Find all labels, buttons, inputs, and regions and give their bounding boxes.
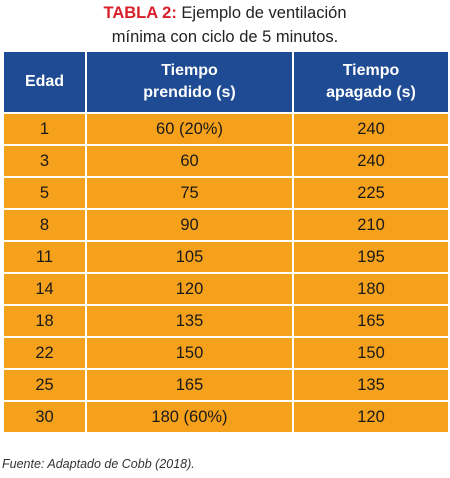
table-cell: 8 [2, 208, 87, 242]
table-cell: 25 [2, 368, 87, 402]
header-text: Tiempo [161, 62, 218, 79]
table-cell: 60 [85, 144, 294, 178]
table-cell: 14 [2, 272, 87, 306]
table-row: 11 105 195 [2, 240, 450, 274]
table-cell: 75 [85, 176, 294, 210]
table-cell: 90 [85, 208, 294, 242]
title-text: Ejemplo de ventilación mínima con ciclo … [111, 4, 347, 46]
table-cell: 30 [2, 400, 87, 434]
title-label: TABLA 2: [103, 4, 177, 22]
table-row: 3 60 240 [2, 144, 450, 178]
table-cell: 105 [85, 240, 294, 274]
table-cell: 195 [292, 240, 450, 274]
table-cell: 11 [2, 240, 87, 274]
table-cell: 165 [85, 368, 294, 402]
header-row: Edad Tiempo prendido (s) Tiempo apagado (s) [2, 50, 450, 114]
table-cell: 60 (20%) [85, 112, 294, 146]
table-cell: 240 [292, 144, 450, 178]
table-row: 1 60 (20%) 240 [2, 112, 450, 146]
table-cell: 135 [85, 304, 294, 338]
table-cell: 1 [2, 112, 87, 146]
table-cell: 120 [85, 272, 294, 306]
table-cell: 135 [292, 368, 450, 402]
table-cell: 210 [292, 208, 450, 242]
table-cell: 22 [2, 336, 87, 370]
table-cell: 3 [2, 144, 87, 178]
table-cell: 5 [2, 176, 87, 210]
table-body: 1 60 (20%) 240 3 60 240 5 75 225 8 90 210 11 105 195 14… [2, 112, 450, 434]
table-cell: 165 [292, 304, 450, 338]
table-title: TABLA 2: Ejemplo de ventilación mínima c… [85, 1, 365, 49]
table-row: 18 135 165 [2, 304, 450, 338]
table-row: 8 90 210 [2, 208, 450, 242]
source-note: Fuente: Adaptado de Cobb (2018). [2, 457, 195, 471]
table-row: 5 75 225 [2, 176, 450, 210]
table-cell: 180 [292, 272, 450, 306]
header-text: apagado (s) [326, 84, 416, 101]
table-row: 22 150 150 [2, 336, 450, 370]
table-cell: 120 [292, 400, 450, 434]
header-cell: Tiempo apagado (s) [292, 50, 450, 114]
header-cell: Edad [2, 50, 87, 114]
header-text: Edad [24, 73, 65, 90]
table-cell: 180 (60%) [85, 400, 294, 434]
header-text: Tiempo [342, 62, 400, 79]
table-cell: 150 [292, 336, 450, 370]
table: Edad Tiempo prendido (s) Tiempo apagado (s) … [2, 50, 450, 434]
table-cell: 225 [292, 176, 450, 210]
table-cell: 150 [85, 336, 294, 370]
table-row: 30 180 (60%) 120 [2, 400, 450, 434]
header-cell: Tiempo prendido (s) [85, 50, 294, 114]
table-row: 14 120 180 [2, 272, 450, 306]
header-text: prendido (s) [143, 84, 236, 101]
table-row: 25 165 135 [2, 368, 450, 402]
table-cell: 18 [2, 304, 87, 338]
table-cell: 240 [292, 112, 450, 146]
